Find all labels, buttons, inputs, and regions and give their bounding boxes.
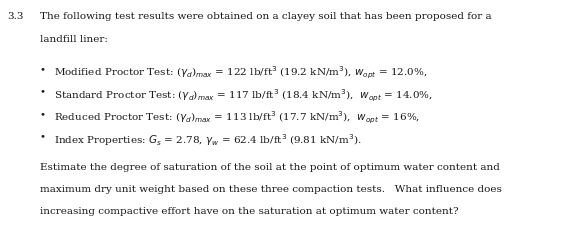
Text: •: •: [40, 132, 45, 141]
Text: •: •: [40, 110, 45, 119]
Text: •: •: [40, 87, 45, 96]
Text: Index Properties: $G_s$ = 2.78, $\gamma_w$ = 62.4 lb/ft$^3$ (9.81 kN/m$^3$).: Index Properties: $G_s$ = 2.78, $\gamma_…: [54, 132, 361, 148]
Text: maximum dry unit weight based on these three compaction tests.   What influence : maximum dry unit weight based on these t…: [40, 185, 502, 194]
Text: Estimate the degree of saturation of the soil at the point of optimum water cont: Estimate the degree of saturation of the…: [40, 163, 499, 172]
Text: Standard Proctor Test: ($\gamma_d$)$_{max}$ = 117 lb/ft$^3$ (18.4 kN/m$^3$),  $w: Standard Proctor Test: ($\gamma_d$)$_{ma…: [54, 87, 432, 104]
Text: landfill liner:: landfill liner:: [40, 35, 108, 44]
Text: 3.3: 3.3: [7, 12, 23, 21]
Text: increasing compactive effort have on the saturation at optimum water content?: increasing compactive effort have on the…: [40, 207, 458, 216]
Text: •: •: [40, 65, 45, 74]
Text: Reduced Proctor Test: ($\gamma_d$)$_{max}$ = 113 lb/ft$^3$ (17.7 kN/m$^3$),  $w_: Reduced Proctor Test: ($\gamma_d$)$_{max…: [54, 110, 420, 126]
Text: Modified Proctor Test: ($\gamma_d$)$_{max}$ = 122 lb/ft$^3$ (19.2 kN/m$^3$), $w_: Modified Proctor Test: ($\gamma_d$)$_{ma…: [54, 65, 427, 81]
Text: The following test results were obtained on a clayey soil that has been proposed: The following test results were obtained…: [40, 12, 491, 21]
